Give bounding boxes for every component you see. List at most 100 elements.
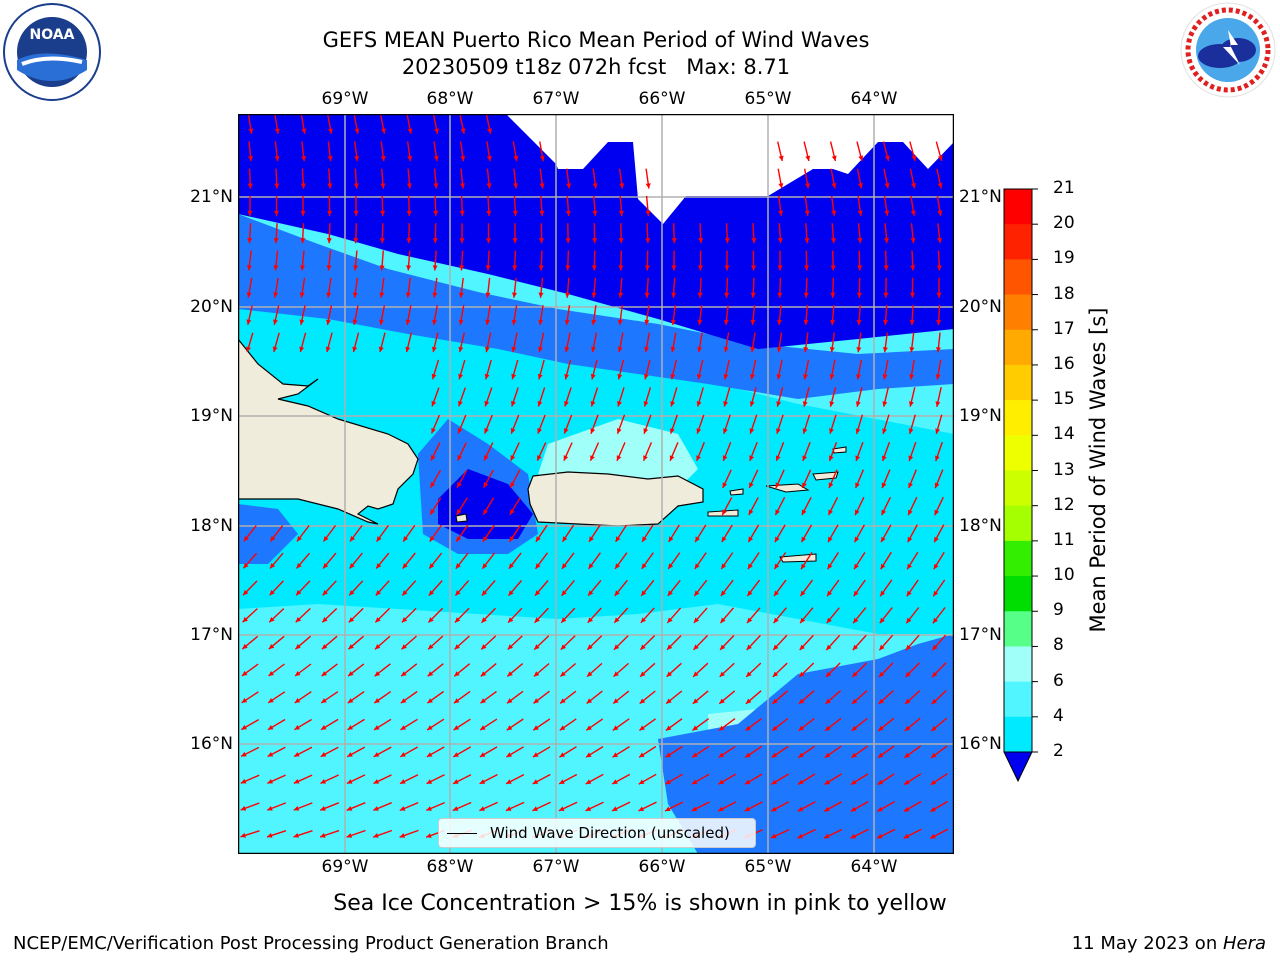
wave-direction-arrowhead xyxy=(485,319,491,325)
wave-direction-arrowhead xyxy=(590,455,595,461)
wave-direction-arrowhead xyxy=(348,671,354,677)
wave-direction-arrowhead xyxy=(930,806,936,812)
wave-direction-arrowhead xyxy=(777,238,783,244)
wave-direction-arrowhead xyxy=(911,155,917,161)
wave-direction-arrowhead xyxy=(588,590,594,596)
colorbar-segment xyxy=(1004,470,1032,507)
wave-direction-arrowhead xyxy=(379,265,385,271)
wave-direction-arrowhead xyxy=(460,183,465,189)
wave-direction-arrowhead xyxy=(407,155,413,162)
wave-direction-arrowhead xyxy=(936,319,942,326)
lonlat-grid xyxy=(238,114,954,854)
wave-direction-arrowhead xyxy=(428,644,434,650)
wave-direction-arrowhead xyxy=(745,752,751,758)
wave-direction-arrowhead xyxy=(273,319,278,325)
wave-direction-arrowhead xyxy=(878,725,884,731)
land-puerto-rico xyxy=(527,471,704,527)
wave-direction-arrowhead xyxy=(751,238,757,244)
wave-direction-arrowhead xyxy=(373,779,380,784)
wave-direction-arrowhead xyxy=(802,428,808,434)
wave-direction-arrowhead xyxy=(241,751,247,757)
wave-direction-arrowhead xyxy=(749,455,754,461)
wave-direction-arrowhead xyxy=(560,671,566,677)
wave-direction-arrowhead xyxy=(485,292,491,298)
wave-direction-arrowhead xyxy=(616,428,622,434)
island-virgin xyxy=(812,471,839,481)
wave-direction-arrowhead xyxy=(884,155,890,161)
wave-direction-arrowhead xyxy=(460,155,466,162)
wave-direction-arrowhead xyxy=(484,428,489,434)
footer-right: 11 May 2023 on Hera xyxy=(1072,933,1266,954)
wave-direction-arrowhead xyxy=(878,698,884,704)
wave-direction-arrowhead xyxy=(800,617,806,624)
wave-direction-arrowhead xyxy=(533,671,540,677)
wave-direction-arrowhead xyxy=(479,752,486,757)
wave-direction-arrowhead xyxy=(560,644,567,650)
wave-direction-arrowhead xyxy=(375,644,381,650)
wave-direction-arrowhead xyxy=(243,562,249,569)
wave-direction-arrowhead xyxy=(373,806,379,811)
wave-direction-arrowhead xyxy=(533,698,539,704)
colorbar-segment xyxy=(1004,364,1032,401)
wave-direction-arrowhead xyxy=(300,183,306,189)
wave-direction-arrowhead xyxy=(694,590,700,596)
wave-direction-arrowhead xyxy=(617,346,623,353)
wave-direction-arrowhead xyxy=(431,427,436,434)
wave-direction-arrowhead xyxy=(937,155,943,161)
wave-direction-arrowhead xyxy=(296,563,302,569)
wave-direction-arrowhead xyxy=(296,590,302,596)
wave-direction-arrowhead xyxy=(348,644,354,650)
wave-direction-arrowhead xyxy=(883,265,889,271)
wave-direction-arrowhead xyxy=(645,183,651,189)
wave-direction-arrowhead xyxy=(323,536,329,542)
wave-direction-arrowhead xyxy=(267,833,273,838)
wave-direction-arrowhead xyxy=(883,292,889,298)
lat-label-left: 17°N xyxy=(190,625,233,645)
colorbar-tick-label: 14 xyxy=(1053,424,1075,445)
wave-direction-arrowhead xyxy=(295,671,301,676)
wave-direction-arrowhead xyxy=(347,698,354,703)
wave-direction-arrowhead xyxy=(401,617,408,623)
wave-direction-arrowhead xyxy=(797,806,804,812)
wave-direction-arrowhead xyxy=(692,725,698,731)
lat-label-right: 16°N xyxy=(959,734,1002,754)
wave-direction-arrowhead xyxy=(274,183,280,189)
wave-direction-arrowhead xyxy=(856,319,862,326)
wave-direction-arrowhead xyxy=(508,617,514,623)
wave-direction-arrowhead xyxy=(805,183,810,189)
wave-direction-arrowhead xyxy=(268,698,274,703)
wave-direction-arrowhead xyxy=(696,455,701,461)
wave-direction-arrowhead xyxy=(293,833,299,838)
wave-direction-arrowhead xyxy=(828,536,833,543)
wave-direction-arrowhead xyxy=(268,644,275,650)
wave-direction-arrowhead xyxy=(612,752,619,758)
wave-direction-arrowhead xyxy=(564,346,570,353)
wave-direction-arrowhead xyxy=(614,617,620,623)
wave-direction-arrowhead xyxy=(723,374,729,380)
wave-direction-arrowhead xyxy=(852,698,858,704)
wave-direction-arrowhead xyxy=(824,806,830,812)
wave-direction-arrowhead xyxy=(349,590,355,596)
wave-direction-arrowhead xyxy=(299,319,305,325)
wave-direction-arrowhead xyxy=(770,833,777,839)
lon-label-top: 68°W xyxy=(426,89,474,109)
wave-direction-arrowhead xyxy=(877,779,884,785)
wave-direction-arrowhead xyxy=(615,536,621,542)
wave-direction-arrowhead xyxy=(327,210,333,216)
sea-ice-caption: Sea Ice Concentration > 15% is shown in … xyxy=(333,891,947,916)
wave-direction-arrowhead xyxy=(380,155,386,162)
wave-direction-arrowhead xyxy=(486,183,492,189)
lon-label-bottom: 64°W xyxy=(850,857,898,877)
wave-direction-arrowhead xyxy=(750,346,756,353)
wave-direction-arrowhead xyxy=(665,752,672,758)
wave-direction-arrowhead xyxy=(511,319,517,325)
wave-direction-arrowhead xyxy=(535,563,541,569)
wave-direction-arrowhead xyxy=(877,752,884,758)
lat-label-right: 20°N xyxy=(959,297,1002,317)
nws-logo xyxy=(1178,0,1278,100)
wave-direction-arrowhead xyxy=(831,183,837,189)
colorbar-segment xyxy=(1004,505,1032,542)
colorbar-segment xyxy=(1004,540,1032,577)
wave-direction-arrowhead xyxy=(884,237,889,244)
wave-direction-arrowhead xyxy=(431,346,437,353)
